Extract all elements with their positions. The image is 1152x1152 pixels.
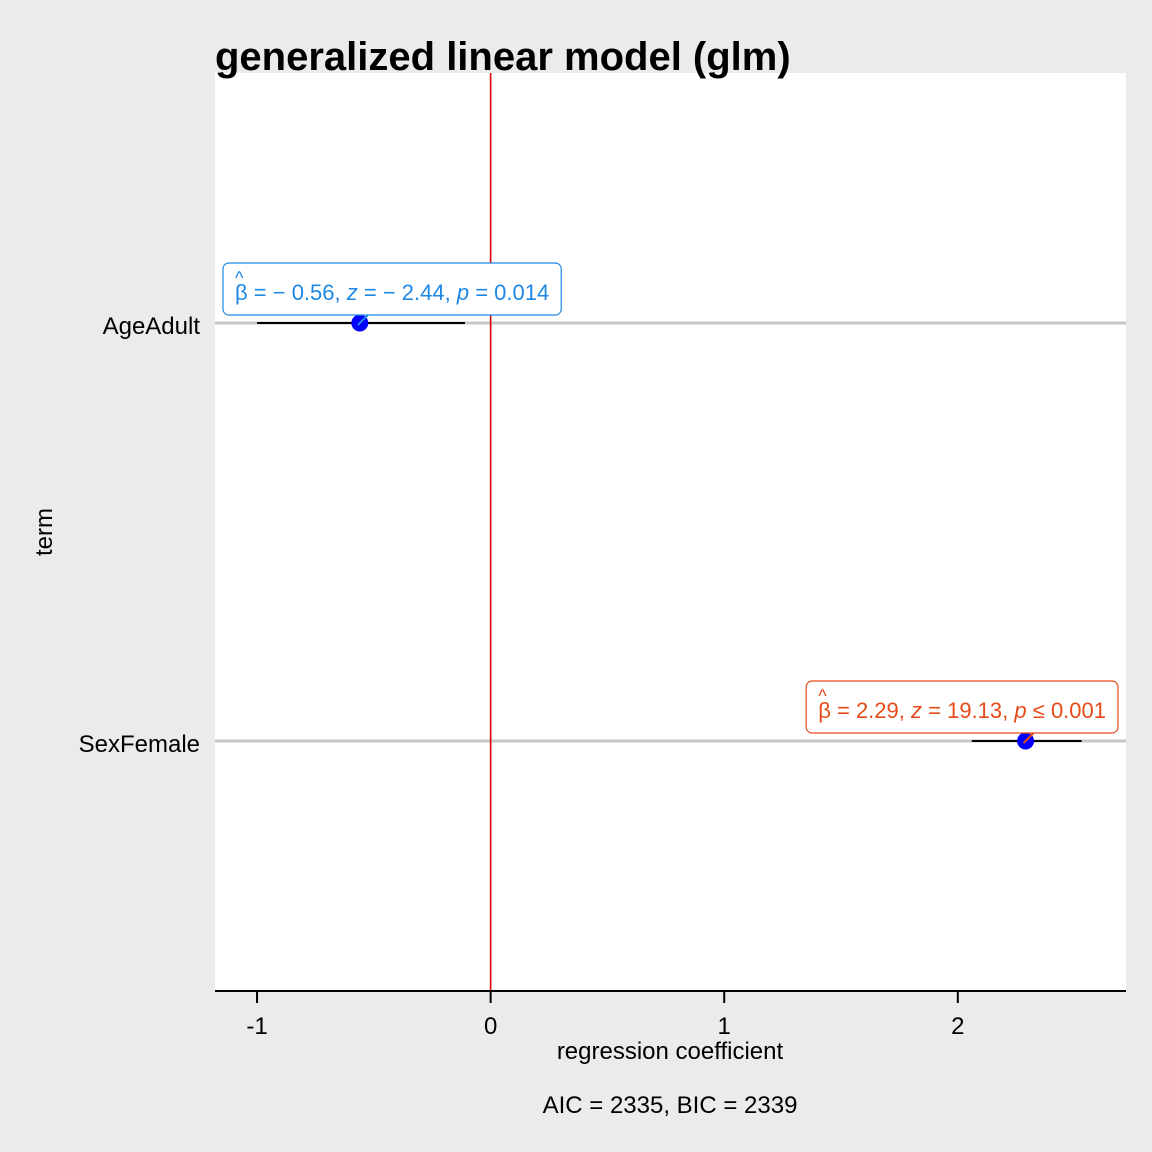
- label-text-ageadult: β = − 0.56, z = − 2.44, p = 0.014: [235, 280, 549, 305]
- x-axis-ticks: -1 0 1 2: [246, 991, 964, 1040]
- y-label-ageadult: AgeAdult: [103, 313, 201, 340]
- label-sexfemale: β = 2.29, z = 19.13, p ≤ 0.001^: [805, 680, 1119, 744]
- chart-title: generalized linear model (glm): [215, 35, 791, 79]
- model-caption: AIC = 2335, BIC = 2339: [543, 1092, 798, 1119]
- x-tick-label: 0: [484, 1013, 497, 1040]
- y-axis-labels: AgeAdult SexFemale: [79, 313, 201, 758]
- x-tick-label: 1: [718, 1013, 731, 1040]
- y-axis-title: term: [31, 508, 58, 556]
- beta-hat-sexfemale: ^: [818, 686, 827, 706]
- x-tick-label: 2: [951, 1013, 964, 1040]
- label-box-sexfemale: [805, 680, 1119, 734]
- label-pointer-ageadult: [357, 314, 369, 326]
- coefficient-marks: β = − 0.56, z = − 2.44, p = 0.014^β = 2.…: [222, 262, 1119, 750]
- x-tick-label: -1: [246, 1013, 267, 1040]
- label-box-ageadult: [222, 262, 562, 316]
- label-text-sexfemale: β = 2.29, z = 19.13, p ≤ 0.001: [818, 698, 1106, 723]
- x-axis-title: regression coefficient: [557, 1038, 784, 1065]
- beta-hat-ageadult: ^: [235, 268, 244, 288]
- label-pointer-sexfemale: [1022, 732, 1035, 744]
- label-ageadult: β = − 0.56, z = − 2.44, p = 0.014^: [222, 262, 562, 326]
- y-label-sexfemale: SexFemale: [79, 731, 200, 758]
- panel-background: [215, 73, 1126, 991]
